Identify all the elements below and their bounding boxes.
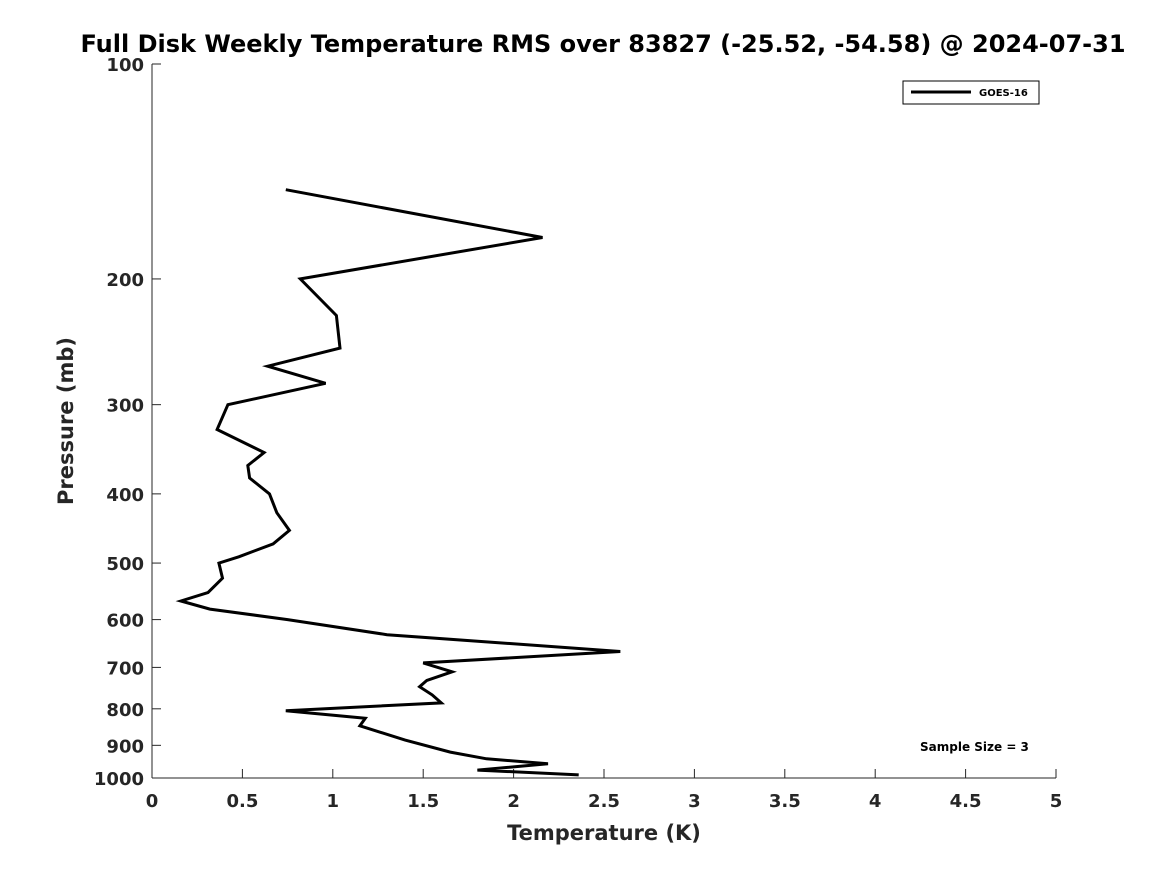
x-tick-label: 5 (1050, 791, 1063, 812)
x-tick-label: 2 (507, 791, 520, 812)
y-tick-label: 600 (106, 611, 144, 632)
x-tick-label: 1 (327, 791, 340, 812)
x-axis-label: Temperature (K) (507, 821, 701, 845)
x-tick-label: 4 (869, 791, 882, 812)
legend: GOES-16 (902, 80, 1040, 105)
series-layer (175, 188, 621, 777)
axes (151, 64, 1056, 779)
x-tick-label: 1.5 (407, 791, 439, 812)
y-tick-label: 900 (106, 736, 144, 757)
series-line-goes-16 (175, 188, 621, 777)
y-tick-label: 400 (106, 485, 144, 506)
legend-label-goes-16: GOES-16 (979, 88, 1028, 99)
x-tick-label: 2.5 (588, 791, 620, 812)
chart-title: Full Disk Weekly Temperature RMS over 83… (80, 30, 1125, 58)
y-tick-label: 700 (106, 658, 144, 679)
x-tick-label: 3.5 (769, 791, 801, 812)
x-tick-label: 0 (146, 791, 159, 812)
x-tick-label: 0.5 (226, 791, 258, 812)
y-tick-label: 800 (106, 700, 144, 721)
y-ticks: 100 200 300 400 500 600 700 800 900 1000 (94, 55, 161, 790)
y-tick-label: 200 (106, 270, 144, 291)
y-tick-label: 300 (106, 396, 144, 417)
x-ticks: 0 0.5 1 1.5 2 2.5 3 3.5 4 4.5 5 (146, 769, 1063, 812)
y-tick-label: 1000 (94, 769, 144, 790)
x-tick-label: 4.5 (950, 791, 982, 812)
y-tick-label: 500 (106, 554, 144, 575)
sample-size-annotation: Sample Size = 3 (920, 740, 1029, 754)
y-axis-label: Pressure (mb) (54, 337, 78, 505)
x-tick-label: 3 (688, 791, 701, 812)
y-tick-label: 100 (106, 55, 144, 76)
